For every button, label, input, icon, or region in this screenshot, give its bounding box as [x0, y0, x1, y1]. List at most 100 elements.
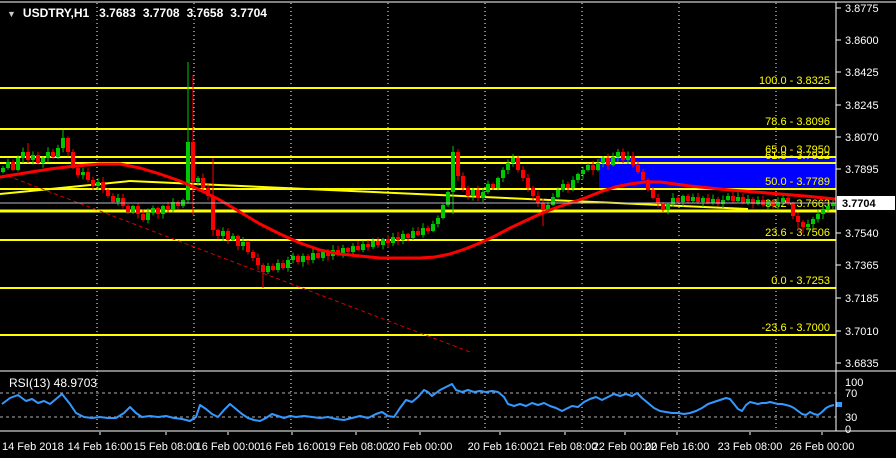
candle-body	[516, 158, 520, 170]
candle-body	[261, 265, 265, 272]
symbol-timeframe-label: USDTRY,H1	[22, 6, 90, 20]
candle-body	[56, 148, 60, 157]
candle-body	[101, 182, 105, 190]
candle-body	[756, 200, 760, 204]
price-axis-label: 3.7365	[845, 260, 879, 272]
candle-body	[621, 152, 625, 160]
candle-body	[716, 199, 720, 204]
candle-body	[311, 253, 315, 260]
candle-body	[21, 152, 25, 158]
candle-body	[286, 260, 290, 268]
candle-body	[46, 152, 50, 158]
price-axis-label: 3.7010	[845, 326, 879, 338]
ohlc-high-value: 3.7708	[142, 6, 180, 20]
rsi-scale-label: 70	[845, 388, 857, 400]
candle-body	[351, 246, 355, 252]
time-axis-label: 21 Feb 08:00	[533, 441, 598, 453]
candle-body	[386, 239, 390, 243]
candle-body	[636, 165, 640, 172]
rsi-scale-label: 30	[845, 412, 857, 424]
candle-body	[556, 190, 560, 197]
candle-body	[231, 236, 235, 240]
candle-body	[326, 252, 330, 256]
candle-body	[691, 197, 695, 201]
candle-body	[666, 204, 670, 210]
candle-body	[141, 214, 145, 220]
candle-body	[176, 202, 180, 206]
candle-body	[266, 266, 270, 272]
candle-body	[541, 203, 545, 210]
price-axis-label: 3.6835	[845, 358, 879, 370]
time-axis-label: 20 Feb 00:00	[388, 441, 453, 453]
candle-body	[31, 155, 35, 160]
candle-body	[581, 170, 585, 174]
candle-body	[676, 198, 680, 202]
candle-body	[591, 165, 595, 170]
candle-body	[366, 244, 370, 247]
fib-level-label: -23.6 - 3.7000	[762, 322, 831, 334]
candle-body	[651, 190, 655, 198]
candle-body	[641, 172, 645, 180]
candle-body	[696, 197, 700, 202]
candle-body	[36, 155, 40, 163]
candle-body	[646, 180, 650, 190]
time-axis-label: 26 Feb 00:00	[790, 441, 855, 453]
candle-body	[111, 196, 115, 202]
rsi-line[interactable]	[1, 383, 835, 422]
candle-body	[631, 156, 635, 165]
candle-body	[476, 190, 480, 198]
ohlc-open-value: 3.7683	[99, 6, 136, 20]
candle-body	[411, 231, 415, 238]
candle-body	[421, 228, 425, 235]
candle-body	[211, 196, 215, 230]
candle-body	[461, 176, 465, 188]
candle-body	[576, 174, 580, 180]
candle-body	[546, 205, 550, 210]
candle-body	[626, 156, 630, 160]
candle-body	[441, 205, 445, 218]
fib-level-label: 23.6 - 3.7506	[765, 227, 830, 239]
candle-body	[66, 138, 70, 152]
yellow-trendline[interactable]	[0, 180, 131, 195]
red-dashed-trendline[interactable]	[7, 175, 471, 353]
price-axis-label: 3.8600	[845, 35, 879, 47]
time-axis-label: 19 Feb 08:00	[324, 441, 389, 453]
candle-body	[216, 230, 220, 236]
candle-body	[446, 192, 450, 205]
candle-body	[451, 152, 455, 192]
candle-body	[41, 158, 45, 163]
candle-body	[371, 241, 375, 247]
candle-body	[116, 198, 120, 202]
time-axis-label: 16 Feb 16:00	[260, 441, 325, 453]
candle-body	[501, 170, 505, 178]
candle-body	[301, 256, 305, 262]
fib-level-label: 100.0 - 3.8325	[759, 75, 830, 87]
candle-body	[281, 263, 285, 268]
candle-body	[226, 231, 230, 240]
candle-body	[206, 188, 210, 196]
candle-body	[61, 138, 65, 148]
yellow-trendline[interactable]	[129, 180, 749, 210]
candle-body	[661, 204, 665, 210]
candle-body	[731, 196, 735, 201]
candle-body	[11, 162, 15, 170]
candle-body	[356, 246, 360, 250]
candle-body	[86, 172, 90, 180]
price-axis-label: 3.8070	[845, 132, 879, 144]
price-axis-label: 3.8245	[845, 100, 879, 112]
price-axis-label: 3.8425	[845, 67, 879, 79]
time-axis-label: 14 Feb 2018	[2, 441, 64, 453]
candle-body	[146, 213, 150, 220]
candle-body	[376, 241, 380, 245]
candle-body	[751, 199, 755, 204]
time-axis-label: 14 Feb 16:00	[68, 441, 133, 453]
candle-body	[316, 253, 320, 258]
moving-average-line[interactable]	[0, 162, 837, 260]
candle-body	[826, 206, 830, 210]
candle-body	[466, 188, 470, 196]
symbol-dropdown-icon[interactable]: ▼	[7, 9, 16, 19]
candle-body	[681, 196, 685, 202]
candle-body	[701, 198, 705, 202]
rsi-scale-label: 100	[845, 377, 863, 389]
